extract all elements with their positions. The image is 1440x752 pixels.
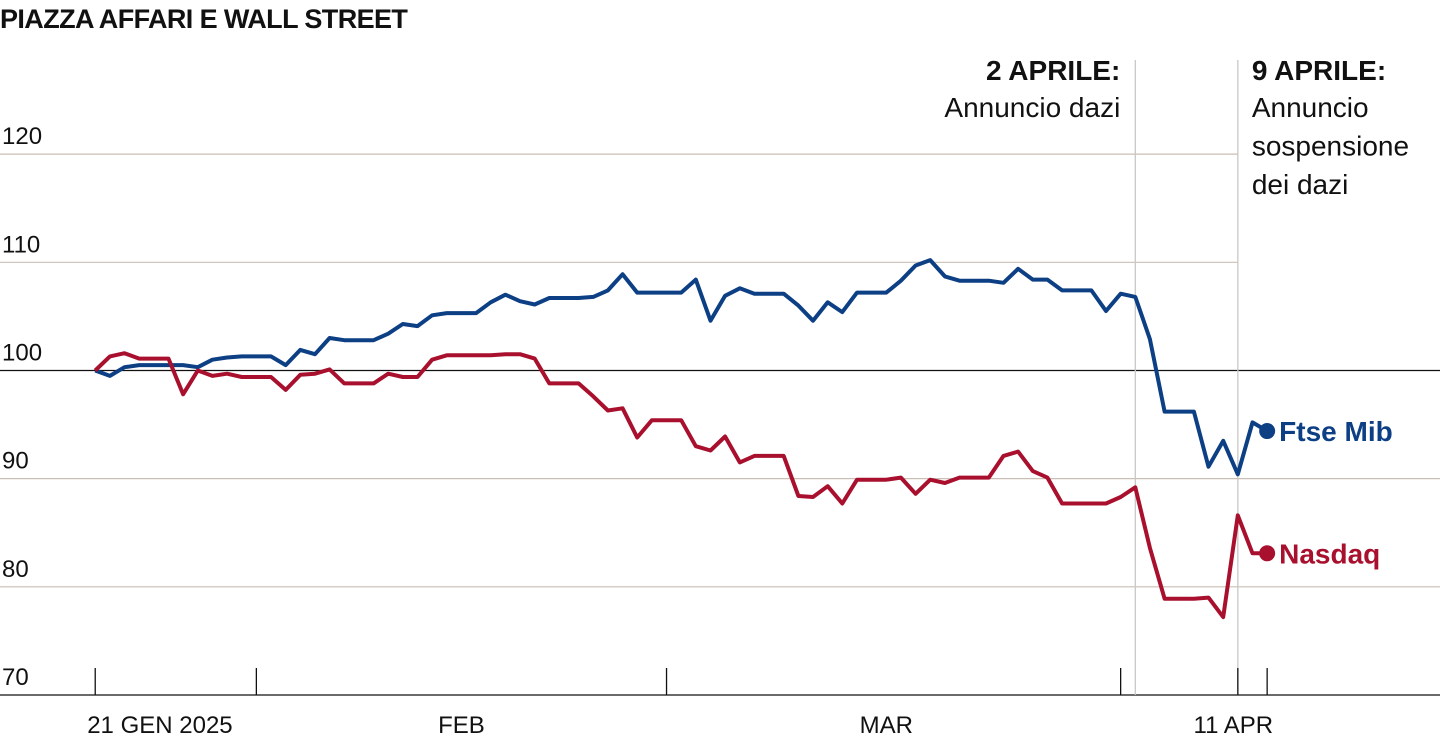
event-title: 2 APRILE: [986, 55, 1120, 86]
end-dot [1259, 423, 1276, 440]
y-tick-label: 120 [2, 123, 42, 150]
chart-title: PIAZZA AFFARI E WALL STREET [0, 4, 408, 34]
y-tick-label: 90 [2, 448, 29, 475]
series-label: Nasdaq [1279, 538, 1380, 569]
y-tick-label: 80 [2, 556, 29, 583]
y-tick-label: 100 [2, 339, 42, 366]
event-text: Annuncio dazi [944, 92, 1120, 123]
event-text: dei dazi [1252, 169, 1349, 200]
event-text: sospensione [1252, 131, 1409, 162]
series-line [94, 258, 1269, 477]
event-title: 9 APRILE: [1252, 55, 1386, 86]
x-tick-label: 11 APR [1194, 712, 1274, 739]
y-tick-label: 110 [2, 231, 40, 258]
event-text: Annuncio [1252, 92, 1369, 123]
x-tick-label: 21 GEN 2025 [87, 712, 232, 739]
x-month-label: MAR [860, 712, 913, 739]
x-month-label: FEB [438, 712, 485, 739]
end-dot [1259, 545, 1276, 562]
series-label: Ftse Mib [1279, 416, 1393, 447]
series-line [93, 351, 1268, 620]
y-tick-label: 70 [2, 664, 29, 691]
